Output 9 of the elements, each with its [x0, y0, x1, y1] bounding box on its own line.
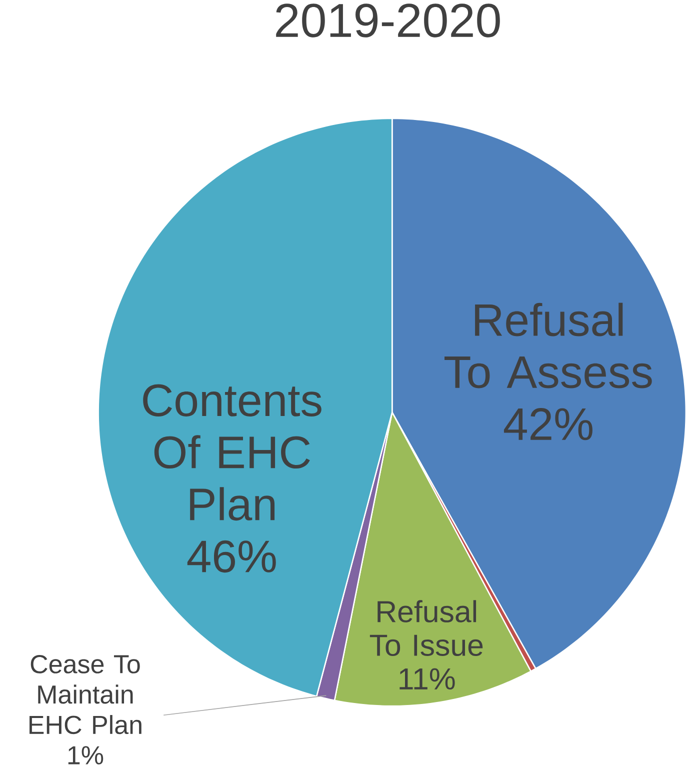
slice-label: Refusal To Assess [444, 302, 652, 388]
data-label: 1% [68, 746, 104, 764]
chart-title: 2019-2020 [276, 4, 500, 38]
slice-label: Refusal To Issue [370, 600, 483, 656]
slice-label: Cease To Maintain EHC Plan [30, 655, 142, 734]
data-label: 46% [188, 540, 276, 573]
data-label: 11% [400, 668, 455, 690]
data-label: 42% [504, 408, 593, 440]
slice-label: Contents Of EHC Plan [143, 384, 322, 521]
